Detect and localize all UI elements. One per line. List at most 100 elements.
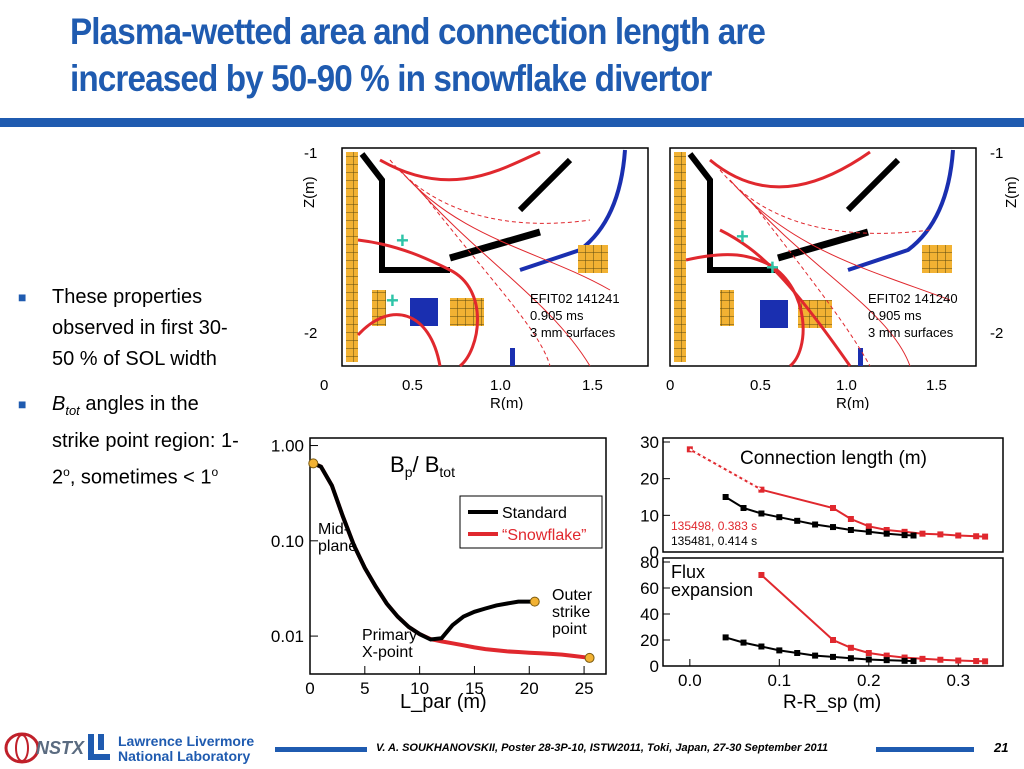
data-point xyxy=(847,655,854,662)
endpoint-marker xyxy=(584,652,595,663)
data-point xyxy=(722,494,729,500)
data-point xyxy=(812,521,819,528)
series-line xyxy=(312,461,535,642)
data-point xyxy=(830,637,836,643)
data-point xyxy=(830,505,836,511)
data-point xyxy=(865,656,872,663)
data-point xyxy=(865,523,872,530)
data-point xyxy=(982,533,989,540)
data-point xyxy=(776,514,783,521)
llnl-name: Lawrence Livermore National Laboratory xyxy=(118,733,255,764)
x-tick-label: 0.1 xyxy=(767,671,791,690)
r-axis-label: R(m) xyxy=(490,395,523,410)
chart-title: Bp/ Btot xyxy=(390,452,455,480)
r-tick: 1.5 xyxy=(582,377,603,394)
annotation: X-point xyxy=(362,644,413,661)
data-point xyxy=(901,657,908,664)
data-point xyxy=(973,658,980,665)
y-tick-label: 20 xyxy=(640,631,659,650)
plot-frame xyxy=(662,437,1004,553)
z-tick: -1 xyxy=(990,145,1003,162)
x-axis-label: L_par (m) xyxy=(400,691,487,713)
nstx-logo-text: NSTX xyxy=(36,738,85,758)
x-point-marker: + xyxy=(736,224,749,249)
data-point xyxy=(919,530,926,537)
bullet-item: ■ Btot angles in the strike point region… xyxy=(18,389,248,494)
plot-frame xyxy=(309,437,607,675)
data-point xyxy=(865,528,872,535)
data-point xyxy=(740,505,747,511)
r-axis-label: R(m) xyxy=(836,395,869,410)
z-axis-label: Z(m) xyxy=(1003,176,1020,208)
data-point xyxy=(847,527,854,533)
r-tick: 1.5 xyxy=(926,377,947,394)
data-point xyxy=(910,658,917,665)
x-tick-label: 0.2 xyxy=(857,671,881,690)
data-point xyxy=(722,634,729,641)
x-tick-label: 0.0 xyxy=(678,671,702,690)
x-tick-label: 5 xyxy=(360,679,369,698)
x-tick-label: 0 xyxy=(305,679,314,698)
data-point xyxy=(758,510,765,517)
y-tick-label: 1.00 xyxy=(271,437,304,456)
z-axis-label: Z(m) xyxy=(301,176,318,208)
plot-frame xyxy=(662,557,1004,667)
efit-label: 0.905 ms xyxy=(868,308,922,323)
y-tick-label: 0.10 xyxy=(271,532,304,551)
chart-title: expansion xyxy=(671,580,753,600)
data-point xyxy=(955,657,962,664)
x-tick-label: 20 xyxy=(520,679,539,698)
series-label: 135498, 0.383 s xyxy=(671,519,757,533)
data-point xyxy=(919,655,926,662)
data-point xyxy=(973,533,980,540)
data-point xyxy=(883,657,890,664)
equilibrium-right: + + EFIT02 141240 0.905 ms 3 mm surfaces… xyxy=(666,145,1020,410)
r-tick: 0 xyxy=(320,377,328,394)
bullet-text: angles in the strike point region: 1-2 xyxy=(52,393,239,489)
data-point xyxy=(830,653,836,660)
data-point xyxy=(758,572,765,578)
efit-label: 3 mm surfaces xyxy=(530,325,616,340)
endpoint-marker xyxy=(529,596,540,607)
x-axis-label: R-R_sp (m) xyxy=(783,692,881,713)
series-label: 135481, 0.414 s xyxy=(671,534,757,548)
page-number: 21 xyxy=(994,740,1009,755)
y-tick-label: 20 xyxy=(640,470,659,489)
data-point xyxy=(830,524,836,531)
footer-rule xyxy=(275,747,367,752)
z-tick: -2 xyxy=(990,325,1003,342)
footer-citation: V. A. SOUKHANOVSKII, Poster 28-3P-10, IS… xyxy=(376,742,828,754)
y-tick-label: 0 xyxy=(650,543,659,562)
data-point xyxy=(955,532,962,539)
data-point xyxy=(758,643,765,650)
data-point xyxy=(937,656,944,663)
data-point xyxy=(847,516,854,522)
chart-title: Connection length (m) xyxy=(740,448,927,469)
bullet-text: These properties observed in first 30-50… xyxy=(52,286,228,370)
bullet-list: ■ These properties observed in first 30-… xyxy=(18,282,248,508)
data-point xyxy=(847,644,854,651)
nstx-logo-icon xyxy=(4,732,40,764)
r-tick: 1.0 xyxy=(490,377,511,394)
annotation: Primary xyxy=(362,627,417,644)
annotation: Outer xyxy=(552,587,593,604)
y-tick-label: 30 xyxy=(640,433,659,452)
data-point xyxy=(883,527,890,533)
x-point-marker: + xyxy=(386,288,399,313)
slide-title: Plasma-wetted area and connection length… xyxy=(70,11,766,99)
equilibrium-figures: + + EFIT02 141241 0.905 ms 3 mm surfaces… xyxy=(301,145,1020,410)
start-marker xyxy=(308,458,319,469)
chart-title: Flux xyxy=(671,562,705,582)
btot-symbol: Btot xyxy=(52,393,80,418)
legend-label: Standard xyxy=(502,505,567,522)
data-point xyxy=(740,639,747,646)
bullet-item: ■ These properties observed in first 30-… xyxy=(18,282,248,375)
x-tick-label: 15 xyxy=(465,679,484,698)
annotation: plane xyxy=(318,538,357,555)
llnl-logo-icon xyxy=(86,732,114,762)
x-tick-label: 0.3 xyxy=(946,671,970,690)
efit-label: 0.905 ms xyxy=(530,308,584,323)
square-bullet-icon: ■ xyxy=(18,396,27,412)
data-point xyxy=(758,486,765,493)
efit-label: EFIT02 141240 xyxy=(868,291,958,306)
